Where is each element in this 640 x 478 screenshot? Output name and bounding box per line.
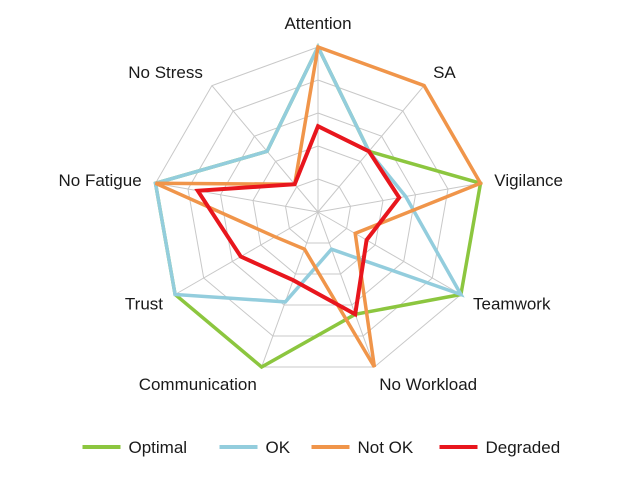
axis-label-no-workload: No Workload	[379, 375, 477, 394]
grid-spoke	[261, 211, 319, 368]
axis-label-vigilance: Vigilance	[494, 171, 563, 190]
grid-ring	[284, 178, 352, 244]
series-degraded	[194, 123, 402, 318]
legend-label-degraded: Degraded	[486, 438, 561, 457]
grid-spoke	[174, 211, 319, 295]
axis-label-sa: SA	[433, 63, 456, 82]
series-ok	[153, 43, 465, 304]
axis-label-teamwork: Teamwork	[473, 295, 551, 314]
grid-spoke	[317, 211, 462, 295]
axis-labels: Attention SA Vigilance Teamwork No Workload C…	[59, 14, 563, 394]
grid-spoke	[155, 182, 319, 213]
grid-ring	[219, 112, 417, 306]
grid-spoke	[317, 85, 425, 213]
grid-spoke	[317, 211, 375, 368]
grid-spoke	[211, 85, 319, 213]
legend-label-not-ok: Not OK	[358, 438, 414, 457]
axis-label-trust: Trust	[125, 295, 163, 314]
axis-label-attention: Attention	[284, 14, 351, 33]
radar-grid	[154, 46, 482, 368]
legend-label-ok: OK	[266, 438, 291, 457]
axis-label-communication: Communication	[139, 375, 257, 394]
series-not-ok	[154, 44, 484, 368]
legend-label-optimal: Optimal	[129, 438, 188, 457]
legend: Optimal OK Not OK Degraded	[82, 438, 561, 457]
axis-label-no-fatigue: No Fatigue	[59, 171, 142, 190]
axis-label-no-stress: No Stress	[128, 63, 203, 82]
radar-series	[153, 43, 484, 370]
